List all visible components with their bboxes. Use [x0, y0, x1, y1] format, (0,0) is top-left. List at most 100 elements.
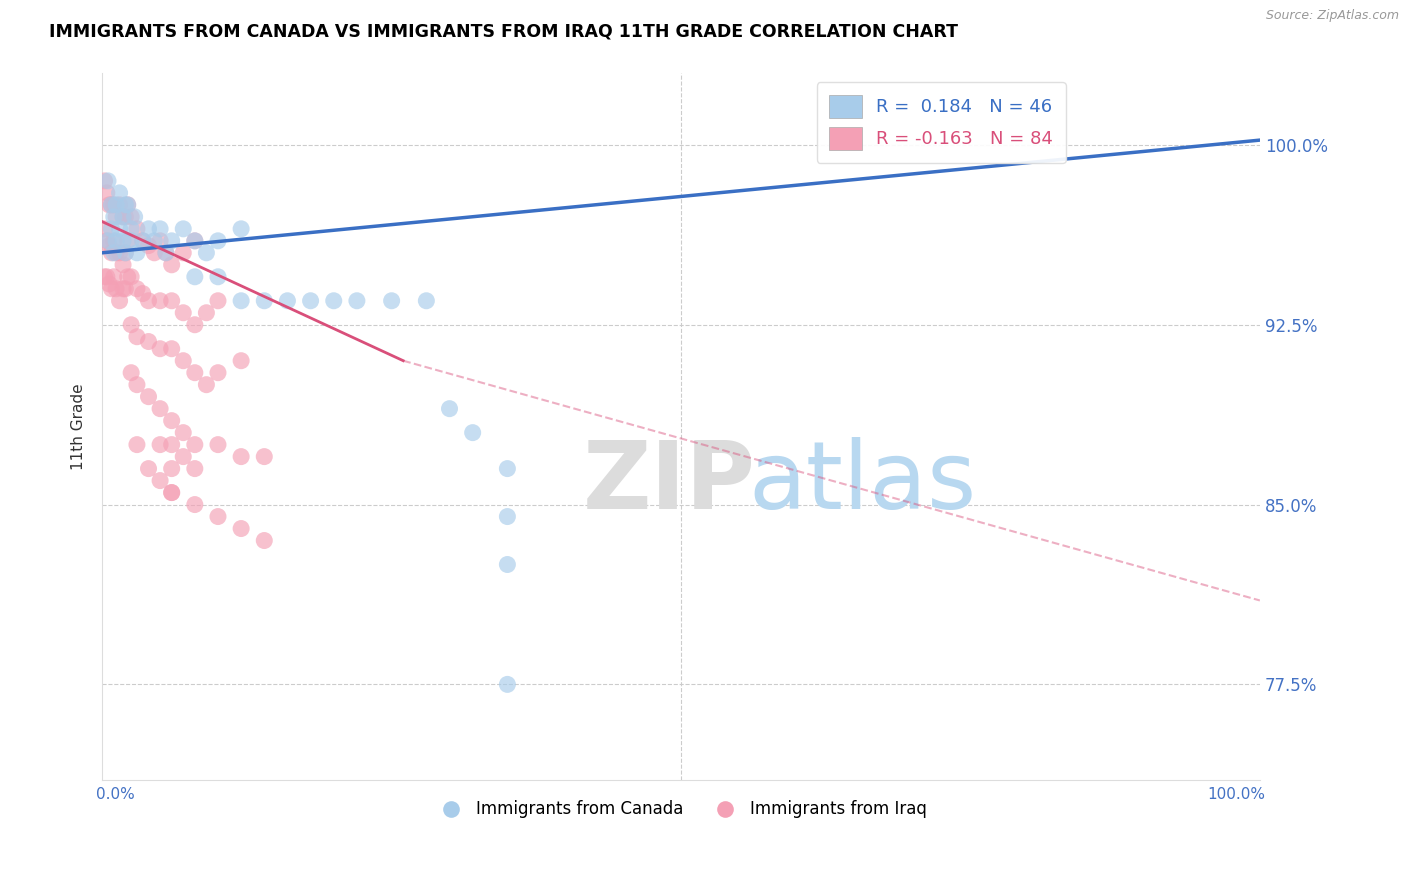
Point [138, 238, 160, 252]
Point [231, 450, 253, 464]
Point [195, 306, 218, 320]
Point [100, 282, 122, 296]
Point [149, 401, 172, 416]
Point [117, 198, 139, 212]
Point [496, 509, 519, 524]
Point [125, 282, 148, 296]
Point [322, 293, 344, 308]
Text: 0.0%: 0.0% [97, 788, 135, 803]
Point [299, 293, 322, 308]
Point [160, 485, 183, 500]
Point [96, 186, 118, 200]
Point [98, 277, 121, 291]
Point [195, 245, 218, 260]
Point [195, 377, 218, 392]
Point [132, 234, 155, 248]
Point [138, 293, 160, 308]
Point [117, 234, 139, 248]
Point [172, 306, 194, 320]
Point [160, 414, 183, 428]
Point [207, 293, 229, 308]
Point [138, 390, 160, 404]
Point [105, 282, 128, 296]
Point [207, 509, 229, 524]
Point [149, 342, 172, 356]
Text: ZIP: ZIP [582, 437, 755, 529]
Point [120, 210, 142, 224]
Point [381, 293, 404, 308]
Point [98, 198, 121, 212]
Point [105, 198, 128, 212]
Point [461, 425, 484, 440]
Point [184, 461, 207, 475]
Point [114, 210, 136, 224]
Point [125, 245, 148, 260]
Point [172, 222, 194, 236]
Y-axis label: 11th Grade: 11th Grade [72, 384, 86, 470]
Point [149, 293, 172, 308]
Point [207, 366, 229, 380]
Point [112, 234, 135, 248]
Point [496, 558, 519, 572]
Point [125, 377, 148, 392]
Point [207, 437, 229, 451]
Point [184, 269, 207, 284]
Point [184, 498, 207, 512]
Point [103, 234, 125, 248]
Point [108, 245, 131, 260]
Point [132, 286, 155, 301]
Point [184, 318, 207, 332]
Point [108, 198, 131, 212]
Point [138, 334, 160, 349]
Point [184, 437, 207, 451]
Point [100, 198, 122, 212]
Point [112, 258, 135, 272]
Point [439, 401, 461, 416]
Point [253, 293, 276, 308]
Point [253, 450, 276, 464]
Point [112, 210, 135, 224]
Point [160, 461, 183, 475]
Point [120, 366, 142, 380]
Point [276, 293, 298, 308]
Point [93, 174, 115, 188]
Point [117, 198, 139, 212]
Point [160, 234, 183, 248]
Point [97, 234, 120, 248]
Point [100, 198, 122, 212]
Point [496, 677, 519, 691]
Point [231, 222, 253, 236]
Point [105, 210, 128, 224]
Point [105, 245, 128, 260]
Point [231, 293, 253, 308]
Text: atlas: atlas [748, 437, 976, 529]
Point [143, 245, 166, 260]
Point [184, 366, 207, 380]
Point [184, 234, 207, 248]
Legend: Immigrants from Canada, Immigrants from Iraq: Immigrants from Canada, Immigrants from … [427, 794, 934, 825]
Point [93, 269, 115, 284]
Point [100, 222, 122, 236]
Point [149, 234, 172, 248]
Point [149, 222, 172, 236]
Point [120, 318, 142, 332]
Point [231, 522, 253, 536]
Point [96, 269, 118, 284]
Point [112, 210, 135, 224]
Point [112, 282, 135, 296]
Point [100, 245, 122, 260]
Point [160, 485, 183, 500]
Point [132, 234, 155, 248]
Point [160, 258, 183, 272]
Point [496, 461, 519, 475]
Point [125, 437, 148, 451]
Text: Source: ZipAtlas.com: Source: ZipAtlas.com [1265, 9, 1399, 22]
Point [98, 238, 121, 252]
Point [138, 461, 160, 475]
Point [149, 474, 172, 488]
Point [103, 245, 125, 260]
Point [160, 342, 183, 356]
Point [93, 222, 115, 236]
Point [184, 234, 207, 248]
Point [160, 293, 183, 308]
